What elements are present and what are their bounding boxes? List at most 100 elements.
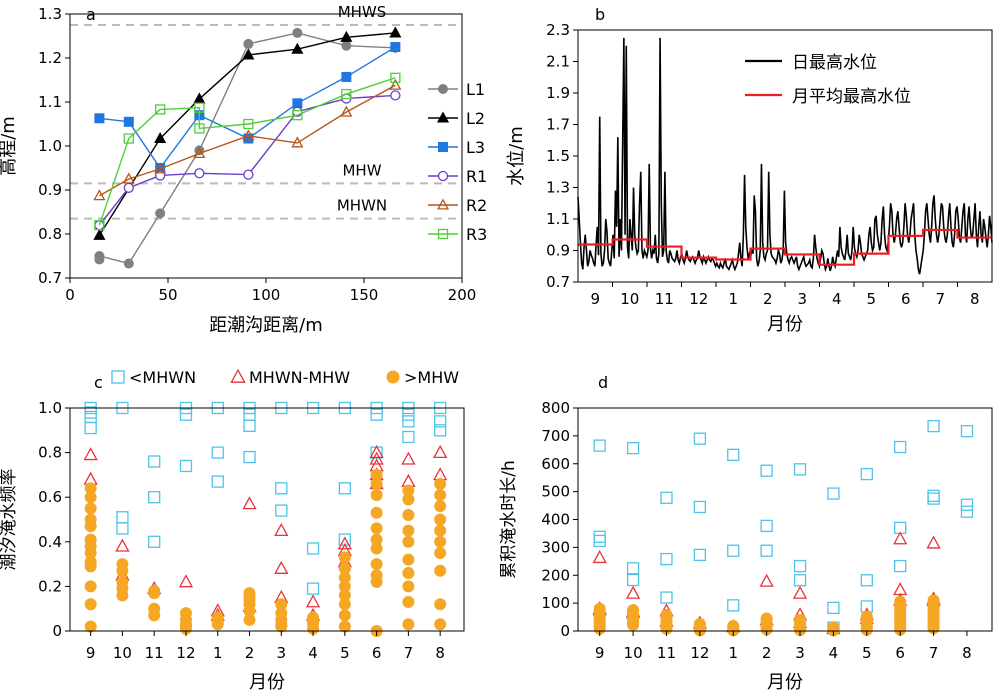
data-point xyxy=(274,560,289,574)
data-point xyxy=(660,491,673,504)
data-point xyxy=(84,598,97,611)
daily-max-line xyxy=(577,37,993,275)
data-point xyxy=(370,477,383,490)
data-point xyxy=(123,133,134,144)
legend-marker xyxy=(436,111,450,123)
y-tick-label: 0.8 xyxy=(38,225,62,243)
data-point xyxy=(960,424,974,438)
x-tick-label: 1 xyxy=(728,290,738,308)
x-tick-label: 6 xyxy=(895,644,905,662)
y-tick-label: 0 xyxy=(560,622,570,640)
data-point xyxy=(434,564,447,577)
legend-label: >MHW xyxy=(404,368,459,387)
y-tick-label: 1.2 xyxy=(38,49,62,67)
y-tick-label: 1.0 xyxy=(38,137,62,155)
data-point xyxy=(660,591,673,604)
x-tick-label: 4 xyxy=(832,290,842,308)
monthly-mean-line xyxy=(578,228,992,266)
data-point xyxy=(243,38,254,49)
y-tick-label: 600 xyxy=(541,455,570,473)
legend-label: 日最高水位 xyxy=(792,53,877,73)
legend-marker xyxy=(437,228,449,240)
x-tick-label: 8 xyxy=(962,644,972,662)
series-line-L3 xyxy=(99,46,396,170)
data-point xyxy=(123,258,134,269)
data-point xyxy=(389,26,402,38)
data-point xyxy=(827,487,840,500)
data-point xyxy=(84,560,97,573)
y-tick-label: 300 xyxy=(541,538,570,556)
data-point xyxy=(148,535,161,548)
data-point xyxy=(792,585,808,599)
x-tick-label: 2 xyxy=(762,644,772,662)
y-tick-label: 0.2 xyxy=(38,577,62,595)
data-point xyxy=(337,536,352,550)
data-point xyxy=(194,123,205,134)
data-point xyxy=(194,168,205,179)
data-point xyxy=(402,535,415,548)
data-point xyxy=(84,421,97,435)
data-point xyxy=(434,546,447,559)
data-point xyxy=(338,482,351,495)
panel-label: c xyxy=(94,373,103,392)
x-tick-label: 100 xyxy=(252,286,281,304)
data-point xyxy=(338,598,351,611)
data-point xyxy=(727,599,740,612)
data-point xyxy=(94,220,105,231)
x-tick-label: 9 xyxy=(86,644,96,662)
data-point xyxy=(370,542,383,555)
data-point xyxy=(243,169,254,180)
data-point xyxy=(84,520,97,533)
x-tick-label: 3 xyxy=(797,290,807,308)
data-point xyxy=(760,544,773,557)
panel-c: 00.20.40.60.81.09 10 11 12 1 2 3 4 5 6 7 8月份潮汐淹水频率c… xyxy=(0,368,459,693)
data-point xyxy=(243,408,256,421)
data-point xyxy=(340,30,353,42)
data-point xyxy=(402,493,415,506)
data-point xyxy=(860,467,873,481)
data-point xyxy=(402,580,415,593)
data-point xyxy=(243,118,254,130)
y-tick-label: 700 xyxy=(541,427,570,445)
data-point xyxy=(370,522,383,535)
x-tick-label: 4 xyxy=(829,644,839,662)
data-point xyxy=(338,620,351,633)
data-point xyxy=(402,415,415,428)
data-point xyxy=(402,509,415,522)
legend-marker xyxy=(230,368,246,383)
data-point xyxy=(402,553,415,566)
x-tick-label: 5 xyxy=(862,644,872,662)
y-axis-label: 潮汐淹水频率 xyxy=(0,469,19,571)
data-point xyxy=(402,430,415,444)
y-tick-label: 0.7 xyxy=(38,269,62,287)
data-point xyxy=(402,618,415,631)
data-point xyxy=(305,594,321,608)
x-tick-label: 9 xyxy=(590,290,600,308)
data-point xyxy=(84,502,97,515)
y-tick-label: 0.7 xyxy=(546,273,570,291)
data-point xyxy=(179,459,193,473)
data-point xyxy=(927,489,940,502)
data-point xyxy=(390,42,401,52)
data-point xyxy=(148,455,161,468)
y-tick-label: 2.3 xyxy=(546,21,570,39)
data-point xyxy=(84,406,97,419)
data-point xyxy=(434,488,447,501)
x-tick-label: 7 xyxy=(404,644,414,662)
y-tick-label: 0.9 xyxy=(38,181,62,199)
data-point xyxy=(625,585,641,599)
reference-line-label: MHWN xyxy=(337,197,387,215)
data-point xyxy=(434,500,447,513)
data-point xyxy=(593,439,606,452)
y-tick-label: 1.5 xyxy=(546,147,570,165)
legend-marker xyxy=(111,370,125,384)
data-point xyxy=(593,530,606,543)
data-point xyxy=(338,609,351,622)
data-point xyxy=(341,88,352,100)
data-point xyxy=(211,618,224,631)
y-tick-label: 500 xyxy=(541,483,570,501)
data-point xyxy=(760,519,773,533)
legend-marker xyxy=(438,84,448,94)
x-tick-label: 0 xyxy=(65,286,75,304)
x-tick-label: 5 xyxy=(340,644,350,662)
